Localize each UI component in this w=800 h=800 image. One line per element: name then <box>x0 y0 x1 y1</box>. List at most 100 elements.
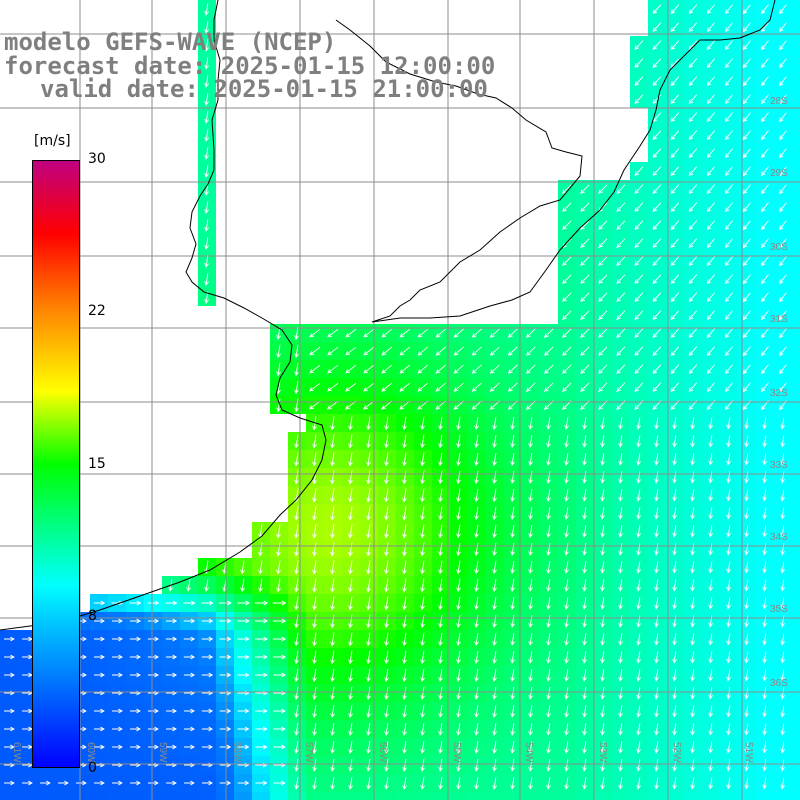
wind-arrow <box>402 578 407 593</box>
wind-speed-cell <box>792 792 800 800</box>
wind-arrow <box>762 687 767 700</box>
wind-arrow <box>204 147 209 160</box>
wind-speed-cell <box>576 792 594 800</box>
wind-arrow <box>183 600 196 606</box>
wind-arrow <box>453 328 464 338</box>
wind-speed-cell <box>792 306 800 324</box>
wind-arrow <box>779 58 787 69</box>
wind-arrow <box>562 382 572 392</box>
wind-arrow <box>744 777 749 790</box>
wind-arrow <box>528 596 533 610</box>
wind-arrow <box>402 632 407 647</box>
wind-arrow <box>492 596 497 611</box>
wind-arrow <box>330 578 335 593</box>
wind-arrow <box>474 560 479 575</box>
wind-arrow <box>492 650 497 664</box>
wind-arrow <box>240 560 245 575</box>
wind-arrow <box>690 435 695 448</box>
wind-arrow <box>76 780 87 786</box>
wind-arrow <box>492 578 497 593</box>
wind-arrow <box>636 651 641 664</box>
wind-speed-cell <box>792 18 800 36</box>
wind-arrow <box>582 453 587 466</box>
wind-arrow <box>724 220 733 231</box>
wind-arrow <box>780 453 785 466</box>
wind-arrow <box>147 672 159 678</box>
wind-arrow <box>652 130 662 140</box>
wind-arrow <box>129 672 141 678</box>
wind-arrow <box>600 489 605 502</box>
wind-arrow <box>420 704 425 718</box>
wind-arrow <box>724 382 733 393</box>
wind-arrow <box>724 274 733 285</box>
wind-arrow <box>219 744 232 750</box>
wind-arrow <box>546 614 551 628</box>
wind-arrow <box>312 524 317 539</box>
wind-arrow <box>528 506 533 520</box>
wind-arrow <box>670 274 680 285</box>
wind-arrow <box>438 452 443 467</box>
wind-arrow <box>598 220 608 230</box>
wind-arrow <box>742 202 751 213</box>
wind-speed-cell <box>756 792 774 800</box>
wind-arrow <box>510 578 515 592</box>
wind-arrow <box>456 560 461 575</box>
wind-arrow <box>690 597 695 610</box>
wind-arrow <box>780 705 785 718</box>
wind-arrow <box>744 705 749 718</box>
wind-arrow <box>492 777 497 790</box>
wind-arrow <box>420 560 425 575</box>
wind-arrow <box>652 22 662 32</box>
wind-arrow <box>616 364 626 374</box>
wind-arrow <box>688 328 698 339</box>
wind-arrow <box>276 398 281 413</box>
wind-arrow <box>528 560 533 574</box>
wind-arrow <box>492 416 497 430</box>
wind-arrow <box>510 488 515 503</box>
wind-arrow <box>760 202 769 213</box>
wind-arrow <box>779 292 787 303</box>
wind-arrow <box>744 651 749 664</box>
wind-arrow <box>219 654 232 660</box>
wind-arrow <box>546 669 551 682</box>
wind-arrow <box>255 780 268 786</box>
wind-arrow <box>742 220 751 231</box>
wind-arrow <box>724 166 733 177</box>
wind-arrow <box>420 777 425 790</box>
wind-speed-cell <box>720 792 738 800</box>
wind-arrow <box>294 686 299 701</box>
wind-arrow <box>384 452 389 467</box>
wind-arrow <box>348 578 353 593</box>
wind-speed-cell <box>792 144 800 162</box>
wind-arrow <box>744 561 749 574</box>
wind-arrow <box>582 471 587 484</box>
wind-arrow <box>580 256 590 266</box>
wind-arrow <box>399 346 411 356</box>
wind-arrow <box>562 328 572 338</box>
valid-date: valid date: 2025-01-15 21:00:00 <box>40 75 488 103</box>
wind-arrow <box>762 489 767 502</box>
wind-arrow <box>744 543 749 556</box>
wind-arrow <box>312 596 317 611</box>
wind-arrow <box>112 708 123 714</box>
wind-arrow <box>219 672 232 678</box>
wind-arrow <box>456 506 461 521</box>
wind-arrow <box>582 723 587 736</box>
wind-arrow <box>165 708 177 714</box>
wind-arrow <box>438 542 443 557</box>
wind-arrow <box>582 417 587 430</box>
wind-arrow <box>402 416 407 431</box>
wind-arrow <box>618 615 623 628</box>
wind-arrow <box>111 618 124 624</box>
wind-arrow <box>564 435 569 448</box>
wind-arrow <box>492 705 497 718</box>
wind-speed-cell <box>144 792 162 800</box>
wind-arrow <box>672 633 677 646</box>
wind-arrow <box>779 166 787 177</box>
wind-arrow <box>204 3 209 16</box>
wind-arrow <box>528 687 533 700</box>
wind-speed-cell <box>270 792 288 800</box>
wind-arrow <box>201 618 214 624</box>
wind-arrow <box>510 723 515 736</box>
wind-arrow <box>672 435 677 448</box>
